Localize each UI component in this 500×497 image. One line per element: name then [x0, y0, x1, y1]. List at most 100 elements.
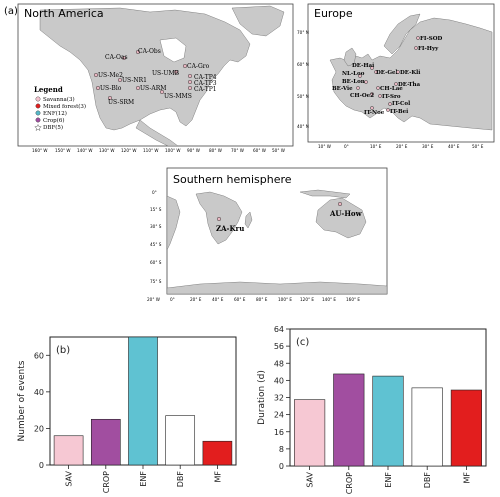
- bar: [202, 440, 233, 466]
- lon-tick: 20° W: [147, 297, 160, 302]
- lon-tick: 20° E: [190, 297, 202, 302]
- site-marker: [93, 72, 99, 78]
- lat-tick: 30° S: [150, 224, 162, 229]
- site-label: US-SRM: [108, 99, 134, 106]
- land-uk: [343, 47, 357, 67]
- land-antarctica: [166, 281, 388, 295]
- site-marker: [216, 216, 222, 222]
- x-tick-label: DBF: [176, 471, 185, 488]
- legend-label: Savanna(3): [43, 96, 75, 103]
- site-label: BE-Vie: [332, 86, 353, 92]
- site-label: NL-Loo: [342, 71, 365, 77]
- site-marker: [388, 102, 392, 106]
- site-label: FI-Hyy: [418, 46, 439, 52]
- site-label: CH-Lae: [380, 86, 403, 92]
- lon-tick: 10° W: [318, 144, 331, 149]
- site-marker: [386, 108, 390, 112]
- site-label: US-Me2: [98, 72, 123, 79]
- y-tick-label: 20: [34, 424, 44, 433]
- lon-tick: 130° W: [99, 148, 115, 153]
- legend-swatch: [35, 96, 41, 102]
- y-tick-label: 40: [34, 388, 44, 397]
- site-marker: [356, 86, 360, 90]
- lon-tick: 60° W: [253, 148, 266, 153]
- bar: [53, 435, 84, 466]
- y-tick-label: 64: [274, 325, 284, 334]
- site-label: CA-Obs: [138, 48, 161, 55]
- bar: [294, 399, 326, 467]
- map-title: North America: [24, 7, 104, 20]
- lon-tick: 120° E: [300, 297, 314, 302]
- lon-tick: 140° W: [77, 148, 93, 153]
- site-marker: [173, 69, 179, 75]
- lat-tick: 50° N: [297, 94, 309, 99]
- lat-tick: 75° S: [150, 279, 162, 284]
- site-marker: [364, 80, 368, 84]
- x-tick-label: ENF: [384, 472, 393, 488]
- land-greenland: [231, 5, 285, 37]
- site-label: IT-Noe: [364, 110, 385, 116]
- panel-label: (b): [56, 345, 70, 356]
- lon-tick: 110° W: [143, 148, 159, 153]
- lat-tick: 40° N: [297, 124, 309, 129]
- bar-chart-duration: 0 8 16 24 32 40 48 56 64 SAV CROP ENF DBF MF Duration …: [257, 325, 487, 494]
- x-tick-label: SAV: [65, 470, 74, 486]
- site-label: IT-Sro: [382, 94, 401, 100]
- y-tick-label: 0: [39, 461, 44, 470]
- map-legend: Legend Savanna(3) Mixed forest(3) ENF(12…: [34, 85, 86, 131]
- y-tick-label: 60: [34, 351, 44, 360]
- lon-tick: 50° E: [472, 144, 484, 149]
- bar: [372, 375, 404, 467]
- site-label: DE-Geb: [376, 70, 400, 76]
- lat-tick: 60° S: [150, 260, 162, 265]
- land-europe: [329, 17, 493, 131]
- legend-swatch: [35, 117, 41, 123]
- x-tick-label: MF: [462, 472, 471, 484]
- lon-tick: 160° W: [32, 148, 48, 153]
- map-title: Southern hemisphere: [173, 173, 292, 186]
- site-marker: [414, 46, 418, 50]
- lon-tick: 60° E: [234, 297, 246, 302]
- y-tick-label: 24: [274, 411, 284, 420]
- legend-swatch: [35, 103, 41, 109]
- site-label: CA-TP3: [194, 80, 217, 87]
- site-marker: [187, 79, 193, 85]
- x-tick-label: SAV: [306, 471, 315, 487]
- site-label: DE-Hai: [352, 63, 374, 69]
- site-marker: [376, 86, 380, 90]
- lon-tick: 80° E: [256, 297, 268, 302]
- site-marker: [187, 85, 193, 91]
- site-label: US-NR1: [122, 77, 147, 84]
- lat-tick: 70° N: [297, 30, 309, 35]
- site-marker: [337, 201, 343, 207]
- land-north-america: [39, 7, 251, 131]
- bar: [333, 373, 365, 467]
- site-marker: [135, 85, 141, 91]
- land-madagascar: [244, 211, 253, 229]
- site-marker: [378, 94, 382, 98]
- site-label: FI-SOD: [420, 36, 443, 42]
- lon-tick: 80° W: [209, 148, 222, 153]
- y-tick-label: 48: [274, 359, 284, 368]
- lat-tick: 0°: [152, 190, 157, 195]
- x-tick-label: ENF: [139, 471, 148, 487]
- lat-tick: 45° S: [150, 242, 162, 247]
- lon-tick: 20° E: [396, 144, 408, 149]
- site-marker: [187, 73, 193, 79]
- lon-tick: 0°: [170, 297, 175, 302]
- x-tick-label: CROP: [102, 471, 111, 493]
- lon-tick: 150° W: [55, 148, 71, 153]
- site-label: US-UMB: [152, 70, 180, 77]
- y-tick-label: 56: [274, 342, 284, 351]
- bar: [165, 415, 196, 466]
- map-europe: Europe FI-SOD FI-Hyy DE-Hai DE-Geb DE-Kl…: [297, 3, 495, 149]
- map-north-america: North America CA-Oas CA-Obs CA-Gro US-Me…: [17, 3, 294, 153]
- lon-tick: 10° E: [370, 144, 382, 149]
- site-label: CA-Oas: [105, 54, 128, 61]
- bar: [128, 336, 158, 466]
- x-tick-label: DBF: [423, 472, 432, 489]
- site-label: IT-Bei: [390, 109, 408, 115]
- site-label: ZA-Kru: [216, 224, 244, 233]
- lon-tick: 100° E: [278, 297, 292, 302]
- site-label: CA-TP1: [194, 86, 217, 93]
